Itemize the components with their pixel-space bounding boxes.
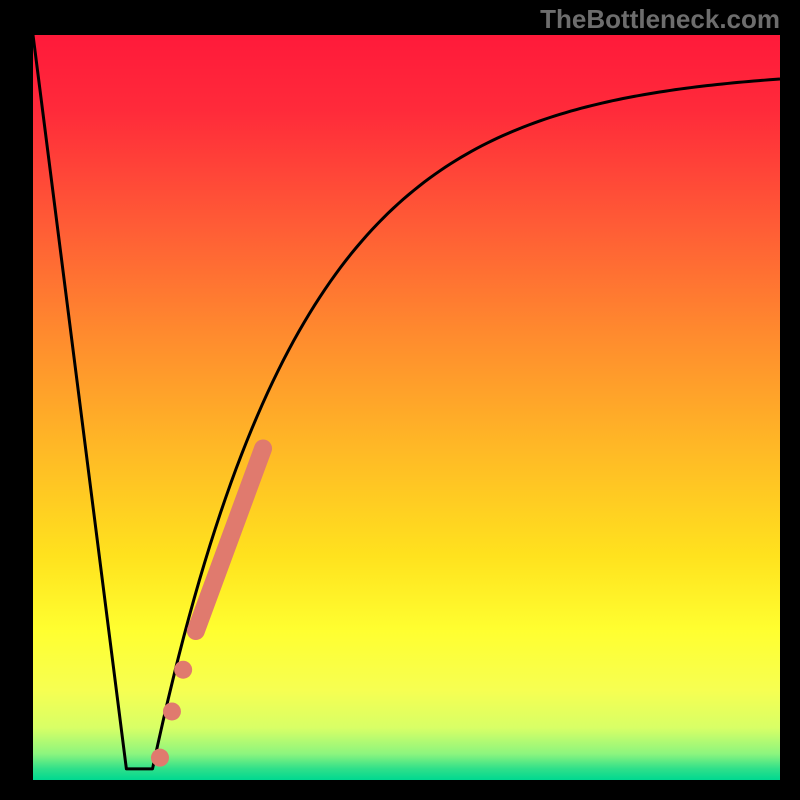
- highlight-segment: [196, 448, 263, 631]
- chart-plot-area: [33, 35, 780, 780]
- bottleneck-curve: [33, 35, 780, 769]
- highlight-dot: [174, 661, 192, 679]
- highlight-dot: [163, 702, 181, 720]
- watermark-text: TheBottleneck.com: [540, 4, 780, 35]
- chart-curves-svg: [33, 35, 780, 780]
- highlight-dot: [151, 749, 169, 767]
